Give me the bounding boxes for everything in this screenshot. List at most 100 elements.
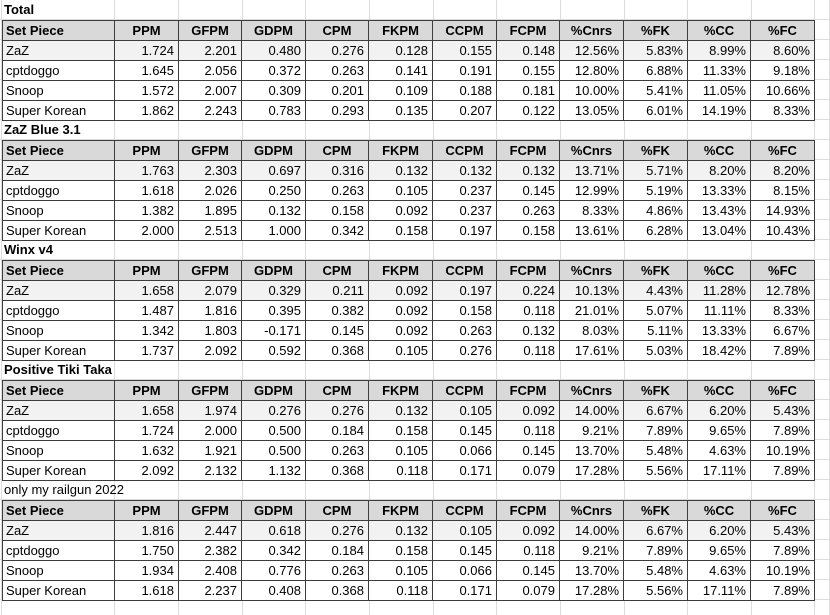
- value-cell[interactable]: 2.000: [114, 220, 179, 241]
- column-header-cell[interactable]: %Cnrs: [559, 20, 624, 41]
- value-cell[interactable]: 9.21%: [559, 420, 624, 441]
- value-cell[interactable]: 0.092: [496, 520, 560, 541]
- value-cell[interactable]: 2.092: [178, 340, 242, 361]
- value-cell[interactable]: 17.28%: [559, 460, 624, 481]
- value-cell[interactable]: 0.276: [432, 340, 497, 361]
- column-header-cell[interactable]: PPM: [114, 500, 179, 521]
- value-cell[interactable]: 8.99%: [687, 40, 751, 61]
- value-cell[interactable]: 13.43%: [687, 200, 751, 221]
- value-cell[interactable]: 0.697: [241, 160, 306, 181]
- column-header-cell[interactable]: GDPM: [241, 380, 306, 401]
- value-cell[interactable]: 10.19%: [750, 560, 815, 581]
- value-cell[interactable]: 11.11%: [687, 300, 751, 321]
- value-cell[interactable]: 0.201: [305, 80, 369, 101]
- column-header-cell[interactable]: CCPM: [432, 500, 497, 521]
- column-header-cell[interactable]: GDPM: [241, 20, 306, 41]
- value-cell[interactable]: 0.155: [496, 60, 560, 81]
- value-cell[interactable]: 7.89%: [750, 420, 815, 441]
- value-cell[interactable]: 4.43%: [623, 280, 688, 301]
- column-header-cell[interactable]: FKPM: [368, 500, 433, 521]
- value-cell[interactable]: 0.132: [368, 160, 433, 181]
- value-cell[interactable]: 0.118: [496, 340, 560, 361]
- column-header-cell[interactable]: %Cnrs: [559, 380, 624, 401]
- value-cell[interactable]: 14.00%: [559, 400, 624, 421]
- column-header-cell[interactable]: CCPM: [432, 140, 497, 161]
- value-cell[interactable]: 0.105: [368, 440, 433, 461]
- value-cell[interactable]: 4.86%: [623, 200, 688, 221]
- value-cell[interactable]: 1.724: [114, 40, 179, 61]
- value-cell[interactable]: 6.88%: [623, 60, 688, 81]
- value-cell[interactable]: 6.67%: [623, 400, 688, 421]
- value-cell[interactable]: 13.71%: [559, 160, 624, 181]
- value-cell[interactable]: 0.132: [368, 400, 433, 421]
- column-header-cell[interactable]: Set Piece: [2, 20, 115, 41]
- column-header-cell[interactable]: GFPM: [178, 260, 242, 281]
- row-label-cell[interactable]: Super Korean: [2, 220, 115, 241]
- value-cell[interactable]: 5.48%: [623, 560, 688, 581]
- value-cell[interactable]: 0.145: [496, 560, 560, 581]
- value-cell[interactable]: 0.105: [368, 340, 433, 361]
- value-cell[interactable]: 1.724: [114, 420, 179, 441]
- value-cell[interactable]: 1.618: [114, 180, 179, 201]
- value-cell[interactable]: 1.921: [178, 440, 242, 461]
- value-cell[interactable]: 0.092: [368, 200, 433, 221]
- value-cell[interactable]: 7.89%: [750, 580, 815, 601]
- value-cell[interactable]: 6.67%: [750, 320, 815, 341]
- value-cell[interactable]: 2.026: [178, 180, 242, 201]
- value-cell[interactable]: 1.816: [114, 520, 179, 541]
- value-cell[interactable]: 9.21%: [559, 540, 624, 561]
- value-cell[interactable]: 0.207: [432, 100, 497, 121]
- value-cell[interactable]: 0.158: [496, 220, 560, 241]
- value-cell[interactable]: 8.33%: [750, 100, 815, 121]
- value-cell[interactable]: 4.63%: [687, 560, 751, 581]
- value-cell[interactable]: 0.500: [241, 420, 306, 441]
- column-header-cell[interactable]: PPM: [114, 260, 179, 281]
- value-cell[interactable]: 1.934: [114, 560, 179, 581]
- column-header-cell[interactable]: FKPM: [368, 260, 433, 281]
- value-cell[interactable]: 0.263: [432, 320, 497, 341]
- value-cell[interactable]: 0.158: [305, 200, 369, 221]
- column-header-cell[interactable]: %FC: [750, 380, 815, 401]
- value-cell[interactable]: 1.487: [114, 300, 179, 321]
- column-header-cell[interactable]: FCPM: [496, 140, 560, 161]
- row-label-cell[interactable]: Super Korean: [2, 460, 115, 481]
- column-header-cell[interactable]: FKPM: [368, 140, 433, 161]
- value-cell[interactable]: 1.632: [114, 440, 179, 461]
- value-cell[interactable]: 2.000: [178, 420, 242, 441]
- value-cell[interactable]: 2.201: [178, 40, 242, 61]
- value-cell[interactable]: 1.816: [178, 300, 242, 321]
- value-cell[interactable]: 0.092: [496, 400, 560, 421]
- column-header-cell[interactable]: Set Piece: [2, 500, 115, 521]
- value-cell[interactable]: 10.43%: [750, 220, 815, 241]
- value-cell[interactable]: 1.618: [114, 580, 179, 601]
- value-cell[interactable]: 0.105: [368, 560, 433, 581]
- value-cell[interactable]: 0.263: [305, 180, 369, 201]
- value-cell[interactable]: 8.33%: [559, 200, 624, 221]
- value-cell[interactable]: 1.974: [178, 400, 242, 421]
- section-title-cell[interactable]: ZaZ Blue 3.1: [4, 122, 81, 137]
- column-header-cell[interactable]: PPM: [114, 140, 179, 161]
- value-cell[interactable]: 0.141: [368, 60, 433, 81]
- column-header-cell[interactable]: %CC: [687, 140, 751, 161]
- value-cell[interactable]: 0.372: [241, 60, 306, 81]
- value-cell[interactable]: 0.132: [496, 160, 560, 181]
- value-cell[interactable]: 0.118: [496, 540, 560, 561]
- value-cell[interactable]: 7.89%: [623, 420, 688, 441]
- value-cell[interactable]: 13.33%: [687, 180, 751, 201]
- value-cell[interactable]: 0.128: [368, 40, 433, 61]
- value-cell[interactable]: 6.20%: [687, 520, 751, 541]
- value-cell[interactable]: 0.329: [241, 280, 306, 301]
- value-cell[interactable]: 0.105: [432, 400, 497, 421]
- row-label-cell[interactable]: Snoop: [2, 560, 115, 581]
- row-label-cell[interactable]: Snoop: [2, 80, 115, 101]
- value-cell[interactable]: 0.145: [432, 420, 497, 441]
- value-cell[interactable]: 0.079: [496, 460, 560, 481]
- value-cell[interactable]: 0.408: [241, 580, 306, 601]
- row-label-cell[interactable]: cptdoggo: [2, 60, 115, 81]
- section-title-cell[interactable]: Total: [4, 2, 35, 17]
- value-cell[interactable]: 17.61%: [559, 340, 624, 361]
- value-cell[interactable]: 12.80%: [559, 60, 624, 81]
- section-title-cell[interactable]: Winx v4: [4, 242, 54, 257]
- value-cell[interactable]: 0.276: [305, 520, 369, 541]
- value-cell[interactable]: 0.105: [432, 520, 497, 541]
